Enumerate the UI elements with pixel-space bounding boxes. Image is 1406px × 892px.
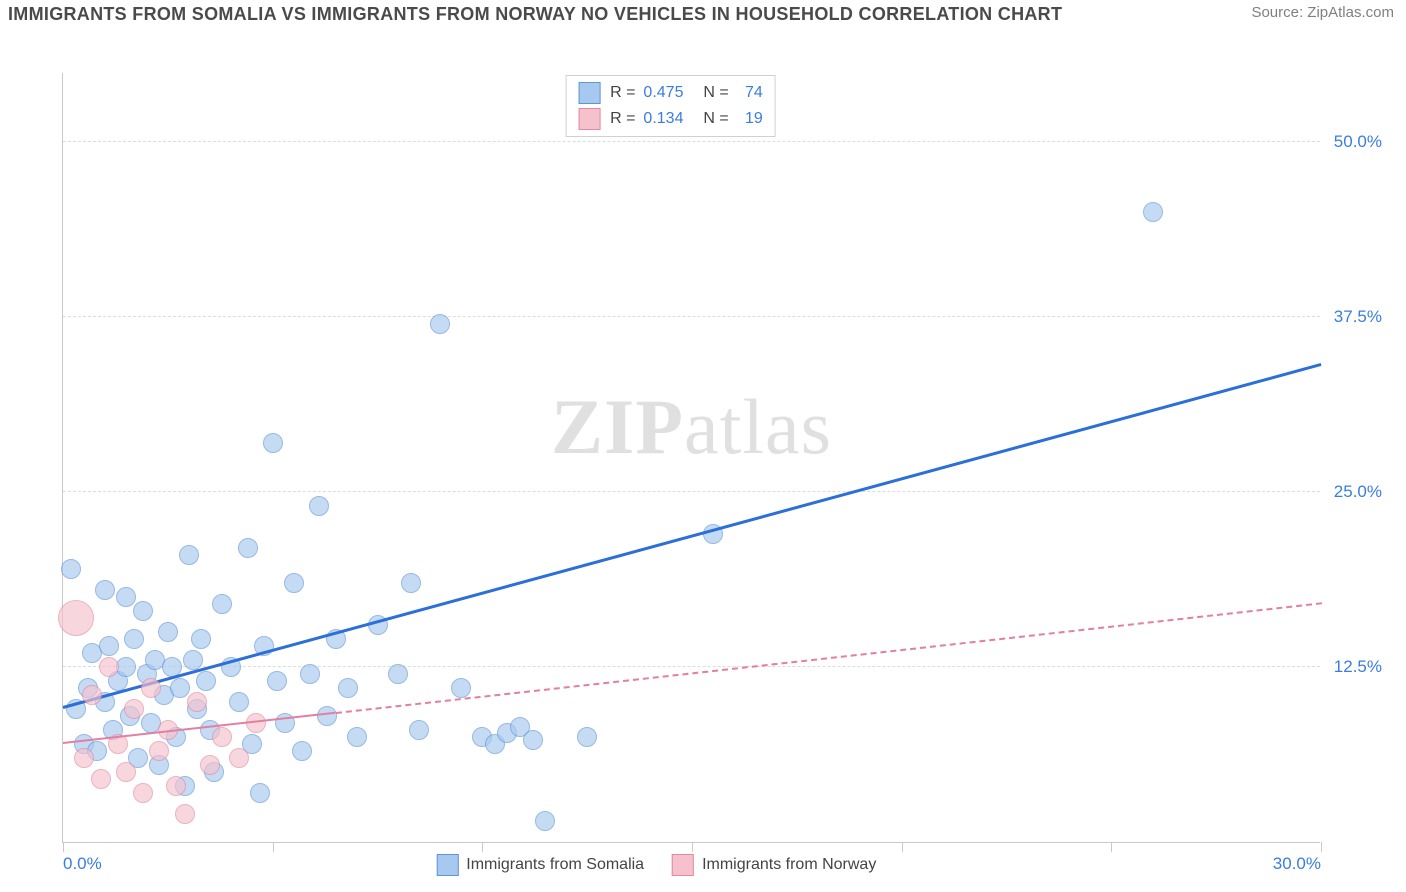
scatter-point [183, 650, 203, 670]
scatter-point [263, 433, 283, 453]
r-value: 0.134 [643, 110, 693, 128]
y-tick-label: 50.0% [1334, 132, 1382, 152]
x-tick [902, 842, 903, 852]
scatter-point [99, 636, 119, 656]
scatter-point [250, 783, 270, 803]
stat-label: N = [703, 84, 728, 102]
scatter-point [300, 664, 320, 684]
scatter-point [175, 804, 195, 824]
source-attribution: Source: ZipAtlas.com [1251, 4, 1394, 21]
scatter-point [124, 699, 144, 719]
scatter-point [191, 629, 211, 649]
legend-swatch [578, 108, 600, 130]
legend-label: Immigrants from Somalia [466, 856, 644, 874]
stat-label: R = [610, 110, 635, 128]
scatter-point [116, 762, 136, 782]
scatter-point [292, 741, 312, 761]
scatter-plot: ZIPatlas R =0.475N =74R =0.134N =19 Immi… [62, 73, 1320, 843]
scatter-point [196, 671, 216, 691]
scatter-point [95, 580, 115, 600]
gridline [63, 491, 1320, 492]
scatter-point [212, 727, 232, 747]
legend-label: Immigrants from Norway [702, 856, 876, 874]
gridline [63, 666, 1320, 667]
legend-item: Immigrants from Norway [672, 854, 876, 876]
scatter-point [141, 678, 161, 698]
stat-label: N = [703, 110, 728, 128]
scatter-point [82, 685, 102, 705]
gridline [63, 141, 1320, 142]
scatter-point [58, 600, 94, 636]
chart-title: IMMIGRANTS FROM SOMALIA VS IMMIGRANTS FR… [8, 4, 1062, 25]
scatter-point [430, 314, 450, 334]
x-tick [692, 842, 693, 852]
scatter-point [229, 748, 249, 768]
scatter-point [409, 720, 429, 740]
scatter-point [309, 496, 329, 516]
scatter-point [535, 811, 555, 831]
x-tick [482, 842, 483, 852]
scatter-point [133, 601, 153, 621]
scatter-point [61, 559, 81, 579]
x-tick-label: 30.0% [1273, 854, 1321, 874]
scatter-point [74, 748, 94, 768]
scatter-point [158, 622, 178, 642]
stats-row: R = 0.134 N = 19 [578, 106, 763, 132]
legend-swatch [672, 854, 694, 876]
scatter-point [1143, 202, 1163, 222]
scatter-point [229, 692, 249, 712]
scatter-point [338, 678, 358, 698]
series-legend: Immigrants from Somalia Immigrants from N… [436, 854, 876, 876]
scatter-point [166, 776, 186, 796]
r-value: 0.475 [643, 84, 693, 102]
gridline [63, 316, 1320, 317]
y-tick-label: 25.0% [1334, 482, 1382, 502]
scatter-point [317, 706, 337, 726]
correlation-stats-box: R = 0.475 N = 74 R = 0.134 N = 19 [565, 75, 776, 137]
scatter-point [451, 678, 471, 698]
x-tick [1111, 842, 1112, 852]
scatter-point [91, 769, 111, 789]
legend-item: Immigrants from Somalia [436, 854, 644, 876]
scatter-point [200, 755, 220, 775]
stats-row: R = 0.475 N = 74 [578, 80, 763, 106]
scatter-point [267, 671, 287, 691]
scatter-point [124, 629, 144, 649]
y-tick-label: 37.5% [1334, 307, 1382, 327]
trend-line [63, 363, 1322, 709]
scatter-point [170, 678, 190, 698]
scatter-point [116, 587, 136, 607]
scatter-point [284, 573, 304, 593]
n-value: 19 [737, 110, 763, 128]
scatter-point [238, 538, 258, 558]
scatter-point [388, 664, 408, 684]
scatter-point [401, 573, 421, 593]
scatter-point [133, 783, 153, 803]
n-value: 74 [737, 84, 763, 102]
scatter-point [212, 594, 232, 614]
x-tick [273, 842, 274, 852]
legend-swatch [578, 82, 600, 104]
y-tick-label: 12.5% [1334, 657, 1382, 677]
scatter-point [347, 727, 367, 747]
scatter-point [179, 545, 199, 565]
x-tick [63, 842, 64, 852]
x-tick-label: 0.0% [63, 854, 102, 874]
x-tick [1321, 842, 1322, 852]
scatter-point [523, 730, 543, 750]
stat-label: R = [610, 84, 635, 102]
scatter-point [99, 657, 119, 677]
legend-swatch [436, 854, 458, 876]
scatter-point [577, 727, 597, 747]
scatter-point [187, 692, 207, 712]
scatter-point [149, 741, 169, 761]
watermark: ZIPatlas [551, 382, 832, 472]
trend-line [335, 602, 1321, 714]
